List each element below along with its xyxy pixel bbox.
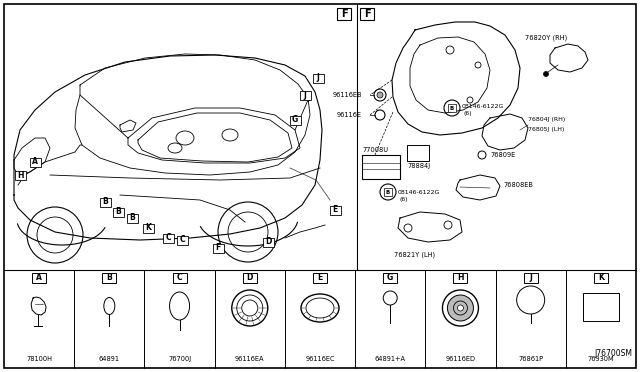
- Bar: [407, 145, 429, 161]
- Text: J: J: [317, 74, 319, 83]
- Bar: [383, 273, 397, 283]
- Text: 08146-6122G: 08146-6122G: [462, 103, 504, 109]
- Text: 96116EA: 96116EA: [235, 356, 264, 362]
- Bar: [262, 237, 273, 247]
- Text: J: J: [303, 90, 307, 99]
- Bar: [177, 235, 188, 244]
- Bar: [289, 115, 301, 125]
- Text: C: C: [179, 235, 185, 244]
- Text: C: C: [165, 234, 171, 243]
- Text: H: H: [17, 170, 23, 180]
- Bar: [594, 273, 608, 283]
- Bar: [163, 234, 173, 243]
- Bar: [32, 273, 46, 283]
- Text: B: B: [386, 189, 390, 195]
- Bar: [312, 74, 323, 83]
- Text: 08146-6122G: 08146-6122G: [398, 189, 440, 195]
- Bar: [212, 244, 223, 253]
- Text: 77008U: 77008U: [362, 147, 388, 153]
- Bar: [300, 90, 310, 99]
- Text: 76809E: 76809E: [490, 152, 515, 158]
- Text: F: F: [216, 244, 221, 253]
- Text: (6): (6): [400, 198, 408, 202]
- Text: 76930M: 76930M: [588, 356, 614, 362]
- Text: J76700SM: J76700SM: [594, 349, 632, 358]
- Text: J: J: [529, 273, 532, 282]
- Bar: [360, 8, 374, 20]
- Bar: [29, 157, 40, 167]
- Bar: [173, 273, 186, 283]
- Text: 96116EC: 96116EC: [305, 356, 335, 362]
- Bar: [99, 198, 111, 206]
- Bar: [524, 273, 538, 283]
- Text: B: B: [102, 198, 108, 206]
- Text: G: G: [387, 273, 394, 282]
- Circle shape: [377, 92, 383, 98]
- Text: A: A: [32, 157, 38, 167]
- Text: G: G: [292, 115, 298, 125]
- Text: 64891: 64891: [99, 356, 120, 362]
- Text: D: D: [246, 273, 253, 282]
- Text: 78100H: 78100H: [26, 356, 52, 362]
- Text: (6): (6): [464, 112, 472, 116]
- Text: H: H: [457, 273, 464, 282]
- Text: 76805J (LH): 76805J (LH): [528, 128, 564, 132]
- Text: 76804J (RH): 76804J (RH): [528, 118, 565, 122]
- Circle shape: [447, 295, 474, 321]
- Bar: [113, 208, 124, 217]
- Text: 96116E: 96116E: [337, 112, 362, 118]
- Text: 78884J: 78884J: [407, 163, 430, 169]
- Circle shape: [458, 305, 463, 311]
- Bar: [143, 224, 154, 232]
- Bar: [127, 214, 138, 222]
- Text: B: B: [129, 214, 135, 222]
- Text: 96116EB: 96116EB: [333, 92, 362, 98]
- Circle shape: [543, 71, 548, 77]
- Bar: [313, 273, 327, 283]
- Text: 76821Y (LH): 76821Y (LH): [394, 252, 436, 259]
- Text: B: B: [115, 208, 121, 217]
- Bar: [330, 205, 340, 215]
- Bar: [243, 273, 257, 283]
- Text: 96116ED: 96116ED: [445, 356, 476, 362]
- Text: D: D: [265, 237, 271, 247]
- Text: F: F: [340, 9, 348, 19]
- Bar: [583, 293, 619, 321]
- Text: K: K: [145, 224, 151, 232]
- Bar: [454, 273, 467, 283]
- Text: F: F: [364, 9, 371, 19]
- Text: E: E: [332, 205, 338, 215]
- Bar: [15, 170, 26, 180]
- Bar: [384, 188, 392, 196]
- Text: 76820Y (RH): 76820Y (RH): [525, 35, 567, 41]
- Text: C: C: [177, 273, 182, 282]
- Bar: [448, 104, 456, 112]
- Text: B: B: [450, 106, 454, 110]
- Bar: [102, 273, 116, 283]
- Text: 76700J: 76700J: [168, 356, 191, 362]
- Text: K: K: [598, 273, 604, 282]
- Bar: [362, 155, 400, 179]
- Text: 76808EB: 76808EB: [503, 182, 533, 188]
- Text: 64891+A: 64891+A: [375, 356, 406, 362]
- Text: E: E: [317, 273, 323, 282]
- Text: 76861P: 76861P: [518, 356, 543, 362]
- Text: B: B: [106, 273, 112, 282]
- Text: A: A: [36, 273, 42, 282]
- Bar: [337, 8, 351, 20]
